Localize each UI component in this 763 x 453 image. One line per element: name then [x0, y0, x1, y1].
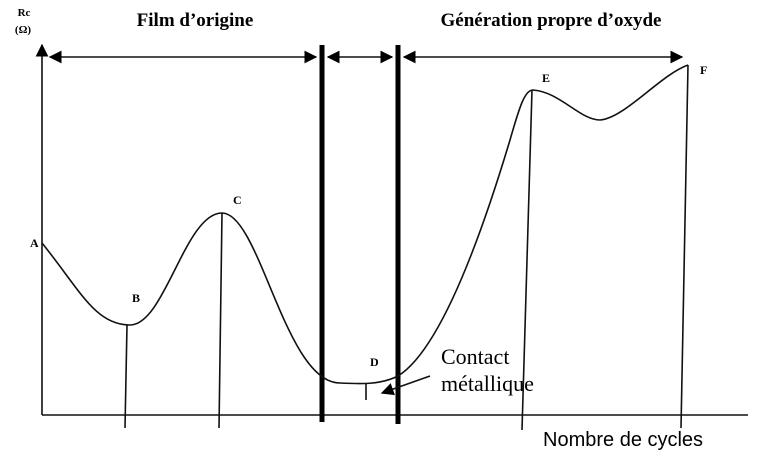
drop-line: [124, 324, 128, 429]
axes: [35, 43, 748, 416]
dividers: [319, 45, 401, 424]
point-label: A: [30, 236, 39, 250]
region-title: Génération propre d’oxyde: [441, 10, 662, 31]
point-label: B: [132, 291, 140, 305]
drop-line: [680, 64, 689, 429]
point-labels: A B C D E F: [30, 63, 707, 369]
annotation: Contact: [441, 344, 509, 369]
point-label: D: [370, 355, 379, 369]
y-axis-label: Rc: [18, 7, 31, 19]
curve: [41, 64, 689, 385]
annotation-arrow: [380, 375, 431, 396]
drop-line: [218, 212, 223, 429]
annotation: métallique: [441, 371, 534, 396]
point-label: E: [542, 71, 550, 85]
point-label: F: [700, 63, 707, 77]
x-axis-label: Nombre de cycles: [543, 429, 703, 451]
drop-line: [521, 89, 533, 431]
point-label: C: [233, 193, 242, 207]
region-title: Film d’origine: [137, 10, 254, 31]
y-axis-label: (Ω): [15, 24, 31, 36]
drop-lines: [124, 64, 689, 431]
